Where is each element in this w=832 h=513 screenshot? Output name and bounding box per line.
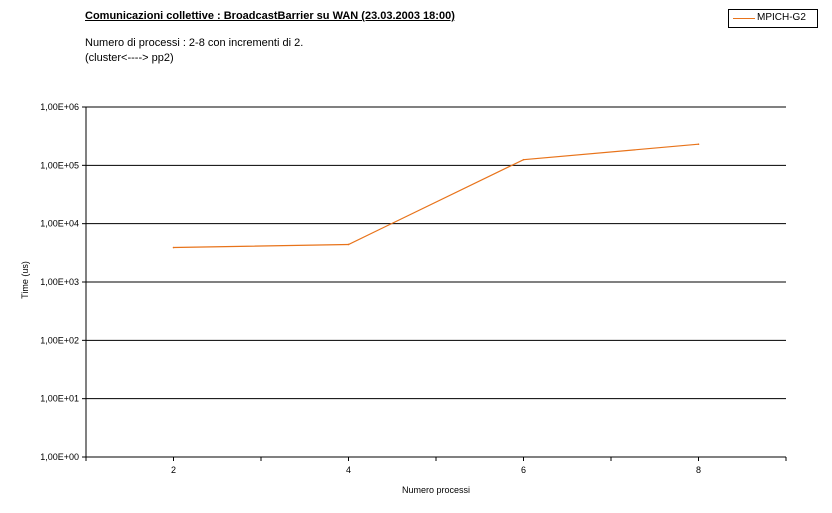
y-tick-label: 1,00E+03 bbox=[40, 277, 79, 287]
y-tick-label: 1,00E+02 bbox=[40, 335, 79, 345]
y-tick-label: 1,00E+05 bbox=[40, 160, 79, 170]
x-tick-label: 4 bbox=[346, 465, 351, 475]
chart-title: Comunicazioni collettive : BroadcastBarr… bbox=[85, 10, 455, 22]
data-point bbox=[697, 143, 700, 146]
data-point bbox=[522, 158, 525, 161]
x-axis-title: Numero processi bbox=[402, 485, 470, 495]
legend-swatch bbox=[733, 18, 755, 19]
chart-subtitle-line1: Numero di processi : 2-8 con incrementi … bbox=[85, 37, 304, 49]
x-tick-label: 2 bbox=[171, 465, 176, 475]
x-tick-label: 6 bbox=[521, 465, 526, 475]
data-point bbox=[172, 246, 175, 249]
data-point bbox=[347, 243, 350, 246]
y-tick-label: 1,00E+01 bbox=[40, 394, 79, 404]
legend-label: MPICH-G2 bbox=[757, 12, 806, 23]
x-tick-label: 8 bbox=[696, 465, 701, 475]
y-tick-label: 1,00E+06 bbox=[40, 102, 79, 112]
chart-subtitle-line2: (cluster<----> pp2) bbox=[85, 52, 174, 64]
legend: MPICH-G2 bbox=[728, 9, 818, 28]
y-tick-label: 1,00E+04 bbox=[40, 219, 79, 229]
y-tick-label: 1,00E+00 bbox=[40, 452, 79, 462]
y-axis-title: Time (us) bbox=[20, 261, 30, 299]
series-line bbox=[173, 143, 699, 249]
